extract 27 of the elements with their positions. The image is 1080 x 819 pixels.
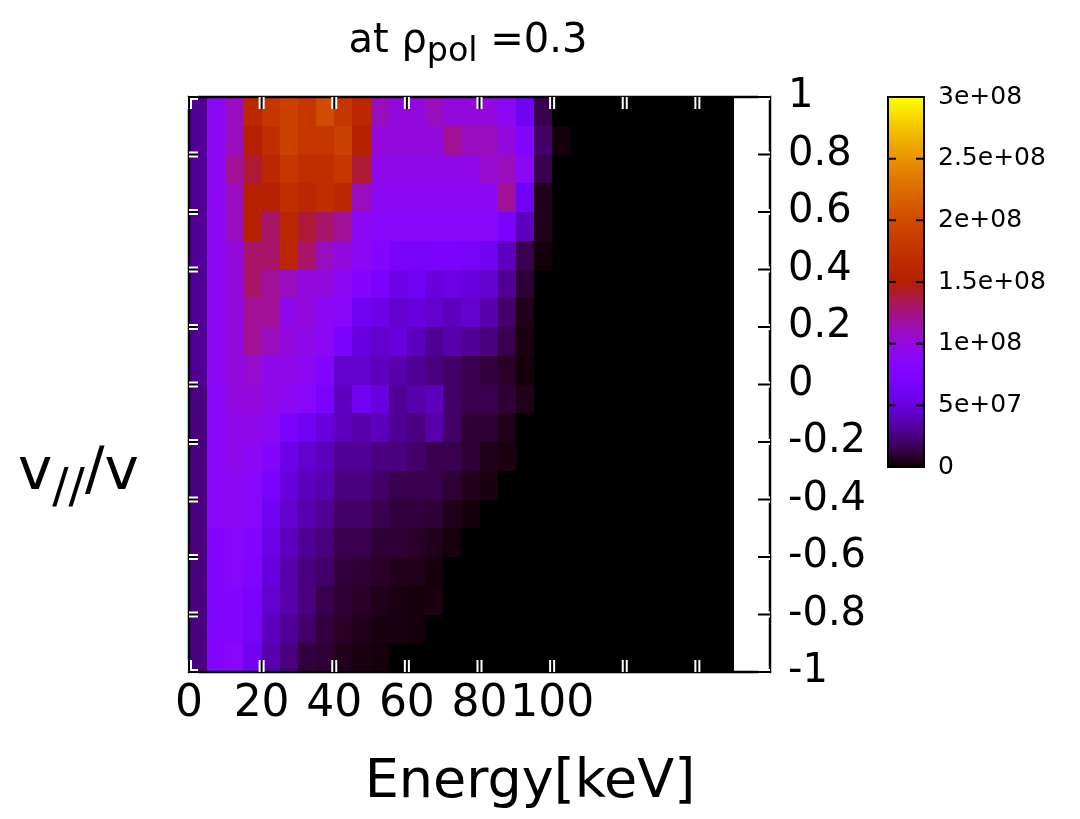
chart-title: at ρ$_{pol}$ =0.3 [348,15,588,69]
color-bar-label: 1.5e+08 [938,265,1046,295]
y-axis-title: v$_{//}$/v [18,435,139,513]
y-tick-label: -0.6 [788,530,867,577]
x-tick-label: 100 [510,674,595,726]
y-tick-label: -1 [788,645,828,692]
color-bar-label: 0 [938,450,954,480]
y-tick-label: -0.2 [788,415,867,462]
x-tick-label: 20 [233,674,290,726]
color-bar-label: 2e+08 [938,203,1023,233]
x-tick-label: 60 [378,674,435,726]
x-tick-label: 80 [451,674,508,726]
x-axis-title: Energy[keV] [364,747,696,810]
y-tick-label: 0 [788,357,814,404]
y-tick-label: 1 [788,70,814,117]
y-tick-label: 0.8 [788,127,852,174]
y-tick-label: -0.4 [788,472,867,519]
y-tick-label: 0.6 [788,185,852,232]
y-tick-label: 0.4 [788,242,852,289]
x-tick-label: 40 [306,674,363,726]
y-tick-label: -0.8 [788,587,867,634]
color-bar-label: 5e+07 [938,388,1023,418]
color-bar-label: 2.5e+08 [938,142,1046,172]
x-tick-label: 0 [175,674,203,726]
color-bar-label: 3e+08 [938,80,1023,110]
y-tick-label: 0.2 [788,300,852,347]
color-bar-label: 1e+08 [938,327,1023,357]
